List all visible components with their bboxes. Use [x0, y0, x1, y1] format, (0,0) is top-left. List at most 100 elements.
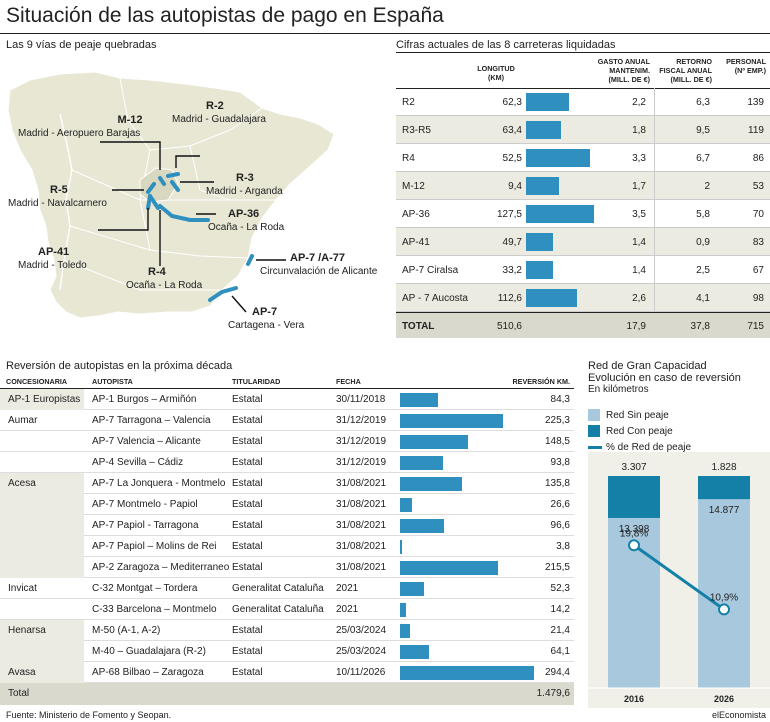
rev-km: 96,6: [550, 520, 570, 531]
map-label-ap36-name: Ocaña - La Roda: [208, 222, 285, 233]
rev-road: AP-2 Zaragoza – Mediterraneo: [92, 562, 230, 573]
rev-date: 30/11/2018: [336, 394, 386, 405]
page-title: Situación de las autopistas de pago en E…: [6, 4, 444, 27]
liq-maint: 3,5: [632, 209, 646, 220]
company-band: [0, 599, 84, 620]
region-border-5: [189, 145, 231, 201]
liq-maint: 1,7: [632, 181, 646, 192]
liquidated-row: AP-41 49,7 1,4 0,9 83: [396, 228, 770, 256]
rev-header-date: FECHA: [336, 377, 361, 386]
liq-total-length: 510,6: [496, 321, 522, 332]
rev-owner: Estatal: [232, 625, 263, 636]
reversion-table: AP-1 Europistas AP-1 Burgos – Armiñón Esta…: [0, 389, 574, 705]
rev-km: 3,8: [556, 541, 570, 552]
rev-date: 25/03/2024: [336, 625, 387, 636]
liq-header-length: LONGITUD (KM): [477, 64, 515, 82]
liq-header-staff: PERSONAL (Nº EMP.): [726, 57, 766, 75]
legend-line: [588, 445, 602, 449]
rev-owner: Estatal: [232, 541, 263, 552]
liq-header-fiscal: RETORNO FISCAL ANUAL (MILL. DE €): [659, 57, 712, 84]
rev-company: Avasa: [8, 667, 36, 678]
rev-date: 31/12/2019: [336, 436, 387, 447]
bar-sin-peaje: [698, 499, 750, 688]
company-band: [0, 515, 84, 536]
map-label-m12-name: Madrid - Aeropuero Barajas: [18, 128, 141, 139]
rev-date: 31/12/2019: [336, 415, 387, 426]
stacked-bar-chart: 3.307 13.398 2016 1.828 14.877 2026 19,8% 10,9%: [588, 452, 770, 708]
company-band: [0, 536, 84, 557]
region-border-4: [69, 225, 151, 251]
liq-maint-bar: [526, 289, 577, 307]
reversion-row: Aumar AP-7 Tarragona – Valencia Estatal 31/…: [0, 410, 574, 431]
rev-km-bar: [400, 393, 439, 407]
liq-maint: 2,2: [632, 97, 646, 108]
liq-total-maint: 17,9: [626, 321, 646, 332]
rev-km: 215,5: [544, 562, 570, 573]
company-band: [0, 431, 84, 452]
spain-map: [7, 71, 335, 319]
liq-road-name: AP - 7 Aucosta: [402, 293, 468, 304]
label-con-peaje: 1.828: [711, 462, 736, 473]
map-label-ap7a77-name: Circunvalación de Alicante: [260, 266, 378, 277]
road-m12: [158, 176, 166, 186]
pct-point: [628, 539, 640, 552]
rev-km: 135,8: [544, 478, 570, 489]
map-label-r5-name: Madrid - Navalcarnero: [8, 198, 107, 209]
category-label: 2016: [624, 694, 644, 704]
rev-km: 294,4: [544, 667, 570, 678]
map-label-r5-code: R-5: [50, 184, 68, 196]
liq-length: 127,5: [496, 209, 522, 220]
rev-header-km: REVERSIÓN KM.: [512, 377, 570, 386]
map-label-r3-code: R-3: [236, 172, 254, 184]
brand-label: elEconomista: [711, 710, 766, 720]
liq-staff: 139: [747, 97, 764, 108]
rev-road: AP-7 Valencia – Alicante: [92, 436, 201, 447]
reversion-row: AP-2 Zaragoza – Mediterraneo Estatal 31/08…: [0, 557, 574, 578]
rev-km: 64,1: [550, 646, 570, 657]
rev-owner: Estatal: [232, 646, 263, 657]
rev-date: 2021: [336, 604, 359, 615]
region-border-3: [71, 169, 276, 201]
rev-owner: Estatal: [232, 478, 263, 489]
liquidated-row: R4 52,5 3,3 6,7 86: [396, 144, 770, 172]
rev-owner: Estatal: [232, 499, 263, 510]
map-label-r4-name: Ocaña - La Roda: [126, 280, 203, 291]
liq-fiscal: 6,3: [696, 97, 710, 108]
rev-header-rule: [0, 388, 574, 389]
pct-label: 10,9%: [710, 592, 738, 603]
title-divider: [0, 33, 770, 34]
chart-title: Red de Gran Capacidad: [588, 360, 707, 372]
rev-road: C-33 Barcelona – Montmelo: [92, 604, 217, 615]
rev-km: 93,8: [550, 457, 570, 468]
rev-road: AP-4 Sevilla – Cádiz: [92, 457, 184, 468]
rev-company: Henarsa: [8, 625, 46, 636]
liq-road-name: AP-36: [402, 209, 430, 220]
rev-date: 31/08/2021: [336, 499, 387, 510]
chart-header: Red de Gran Capacidad Evolución en caso …: [588, 360, 741, 396]
rev-owner: Generalitat Cataluña: [232, 604, 324, 615]
rev-km-bar: [400, 666, 534, 680]
rev-km: 225,3: [544, 415, 570, 426]
map-subtitle: Las 9 vías de peaje quebradas: [6, 39, 157, 51]
region-border-1: [119, 77, 263, 151]
label-con-peaje: 3.307: [621, 462, 646, 473]
liq-fiscal: 2,5: [696, 265, 710, 276]
rev-km-bar: [400, 435, 468, 449]
region-border-6: [63, 259, 222, 291]
bar-con-peaje: [698, 476, 750, 500]
rev-company: Aumar: [8, 415, 38, 426]
legend-item-sin-peaje: Red Sin peaje: [588, 407, 691, 423]
legend-swatch: [588, 425, 600, 437]
rev-road: AP-7 Papiol – Molins de Rei: [92, 541, 217, 552]
pct-label: 19,8%: [620, 528, 648, 539]
rev-km-bar: [400, 624, 410, 638]
rev-road: AP-1 Burgos – Armiñón: [92, 394, 197, 405]
liquidated-row: R2 62,3 2,2 6,3 139: [396, 88, 770, 116]
rev-road: AP-7 Montmelo - Papiol: [92, 499, 198, 510]
map-pointers: [98, 141, 286, 313]
liq-maint-bar: [526, 149, 591, 167]
liq-maint-bar: [526, 177, 560, 195]
rev-owner: Estatal: [232, 436, 263, 447]
pct-point: [718, 603, 730, 616]
